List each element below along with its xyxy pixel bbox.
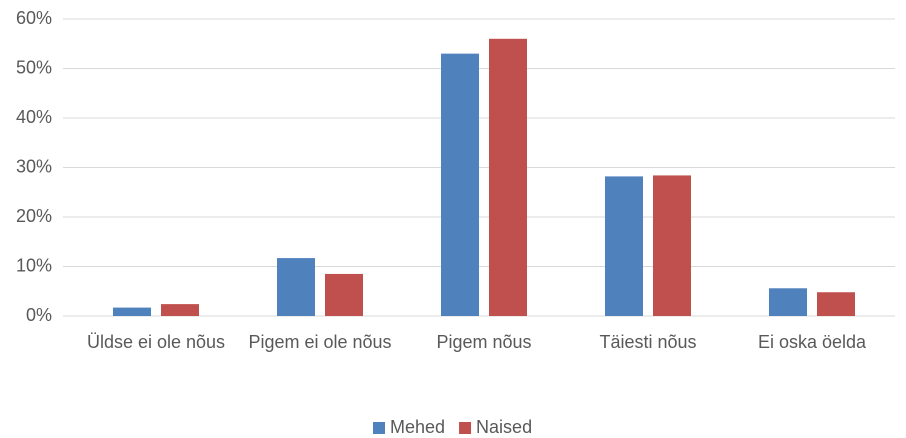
legend-label: Mehed (390, 417, 445, 437)
x-tick-label: Pigem ei ole nõus (248, 332, 392, 352)
legend-swatch (459, 422, 472, 434)
bar (113, 307, 151, 316)
legend-label: Naised (476, 417, 532, 437)
y-tick-label: 50% (16, 57, 52, 77)
bar (817, 292, 855, 316)
bar (653, 175, 691, 316)
x-tick-label: Ei oska öelda (757, 332, 867, 352)
y-tick-label: 20% (16, 206, 52, 226)
bar (769, 288, 807, 316)
x-tick-label: Pigem nõus (436, 332, 532, 352)
bar (161, 304, 199, 316)
bar (605, 176, 643, 316)
bar (277, 258, 315, 316)
bar (325, 273, 363, 316)
y-tick-label: 40% (16, 107, 52, 127)
legend-swatch (373, 422, 385, 434)
x-tick-label: Täiesti nõus (599, 332, 697, 352)
y-tick-label: 30% (16, 156, 52, 176)
x-tick-label: Üldse ei ole nõus (86, 332, 226, 352)
bar (489, 38, 527, 317)
bar (441, 53, 479, 317)
y-tick-label: 10% (16, 255, 52, 275)
y-tick-label: 60% (16, 8, 52, 28)
y-tick-label: 0% (26, 305, 52, 325)
